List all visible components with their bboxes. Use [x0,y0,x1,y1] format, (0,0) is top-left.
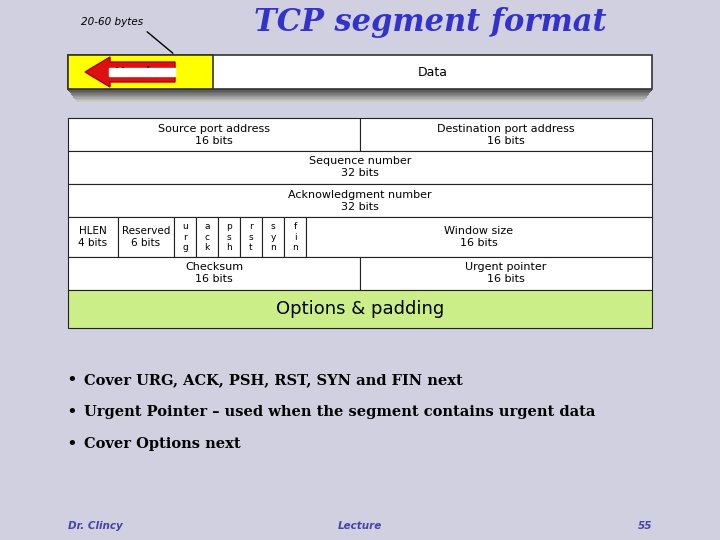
Text: Source port address: Source port address [158,124,270,133]
Text: 16 bits: 16 bits [195,274,233,285]
Bar [118,217,174,257]
Bar [174,217,196,257]
Text: Urgent pointer: Urgent pointer [465,262,546,273]
Text: p
s
h: p s h [226,222,232,252]
Text: •: • [67,371,77,389]
Bar [70,92,650,93]
Text: 55: 55 [637,521,652,531]
Text: Window size: Window size [444,226,513,236]
Text: 16 bits: 16 bits [487,136,525,145]
Bar [360,257,652,290]
Bar [68,290,652,328]
Bar [68,217,118,257]
Text: Cover URG, ACK, PSH, RST, SYN and FIN next: Cover URG, ACK, PSH, RST, SYN and FIN ne… [84,373,463,387]
Bar [306,217,652,257]
Text: Data: Data [418,65,448,78]
Text: Acknowledgment number: Acknowledgment number [288,190,432,199]
Bar [77,102,643,103]
Text: 32 bits: 32 bits [341,168,379,179]
Text: 32 bits: 32 bits [341,201,379,212]
Text: Checksum: Checksum [185,262,243,273]
Bar [218,217,240,257]
Text: •: • [67,435,77,453]
Text: Cover Options next: Cover Options next [84,437,240,451]
Text: u
r
g: u r g [182,222,188,252]
Text: s
y
n: s y n [270,222,276,252]
Text: 16 bits: 16 bits [195,136,233,145]
Text: Destination port address: Destination port address [437,124,575,133]
Text: Reserved: Reserved [122,226,170,236]
FancyArrow shape [109,68,175,76]
Bar [71,93,649,94]
Text: Urgent Pointer – used when the segment contains urgent data: Urgent Pointer – used when the segment c… [84,405,595,419]
Bar [73,96,647,98]
Bar [262,217,284,257]
Bar [68,89,652,91]
Text: 16 bits: 16 bits [487,274,525,285]
FancyArrow shape [85,57,175,87]
Bar [68,118,360,151]
Bar [68,55,652,89]
Bar [360,118,652,151]
Text: 20-60 bytes: 20-60 bytes [81,17,143,27]
Text: 4 bits: 4 bits [78,238,107,248]
Bar [76,100,644,102]
Bar [68,184,652,217]
Text: HLEN: HLEN [79,226,107,236]
Bar [240,217,262,257]
Text: f
i
n: f i n [292,222,298,252]
Bar [69,90,651,92]
Text: 16 bits: 16 bits [460,238,498,248]
Bar [284,217,306,257]
Text: 6 bits: 6 bits [132,238,161,248]
Bar [74,97,646,99]
Bar [75,99,645,100]
Text: Dr. Clincy: Dr. Clincy [68,521,122,531]
Bar [196,217,218,257]
Text: Header: Header [115,65,166,78]
Text: TCP segment format: TCP segment format [253,6,606,37]
Text: a
c
k: a c k [204,222,210,252]
Bar [68,257,360,290]
Text: •: • [67,403,77,421]
Bar [72,94,648,96]
Bar [68,55,213,89]
Bar [68,151,652,184]
Text: r
s
t: r s t [248,222,253,252]
Text: Options & padding: Options & padding [276,300,444,318]
Text: Sequence number: Sequence number [309,157,411,166]
Text: Lecture: Lecture [338,521,382,531]
